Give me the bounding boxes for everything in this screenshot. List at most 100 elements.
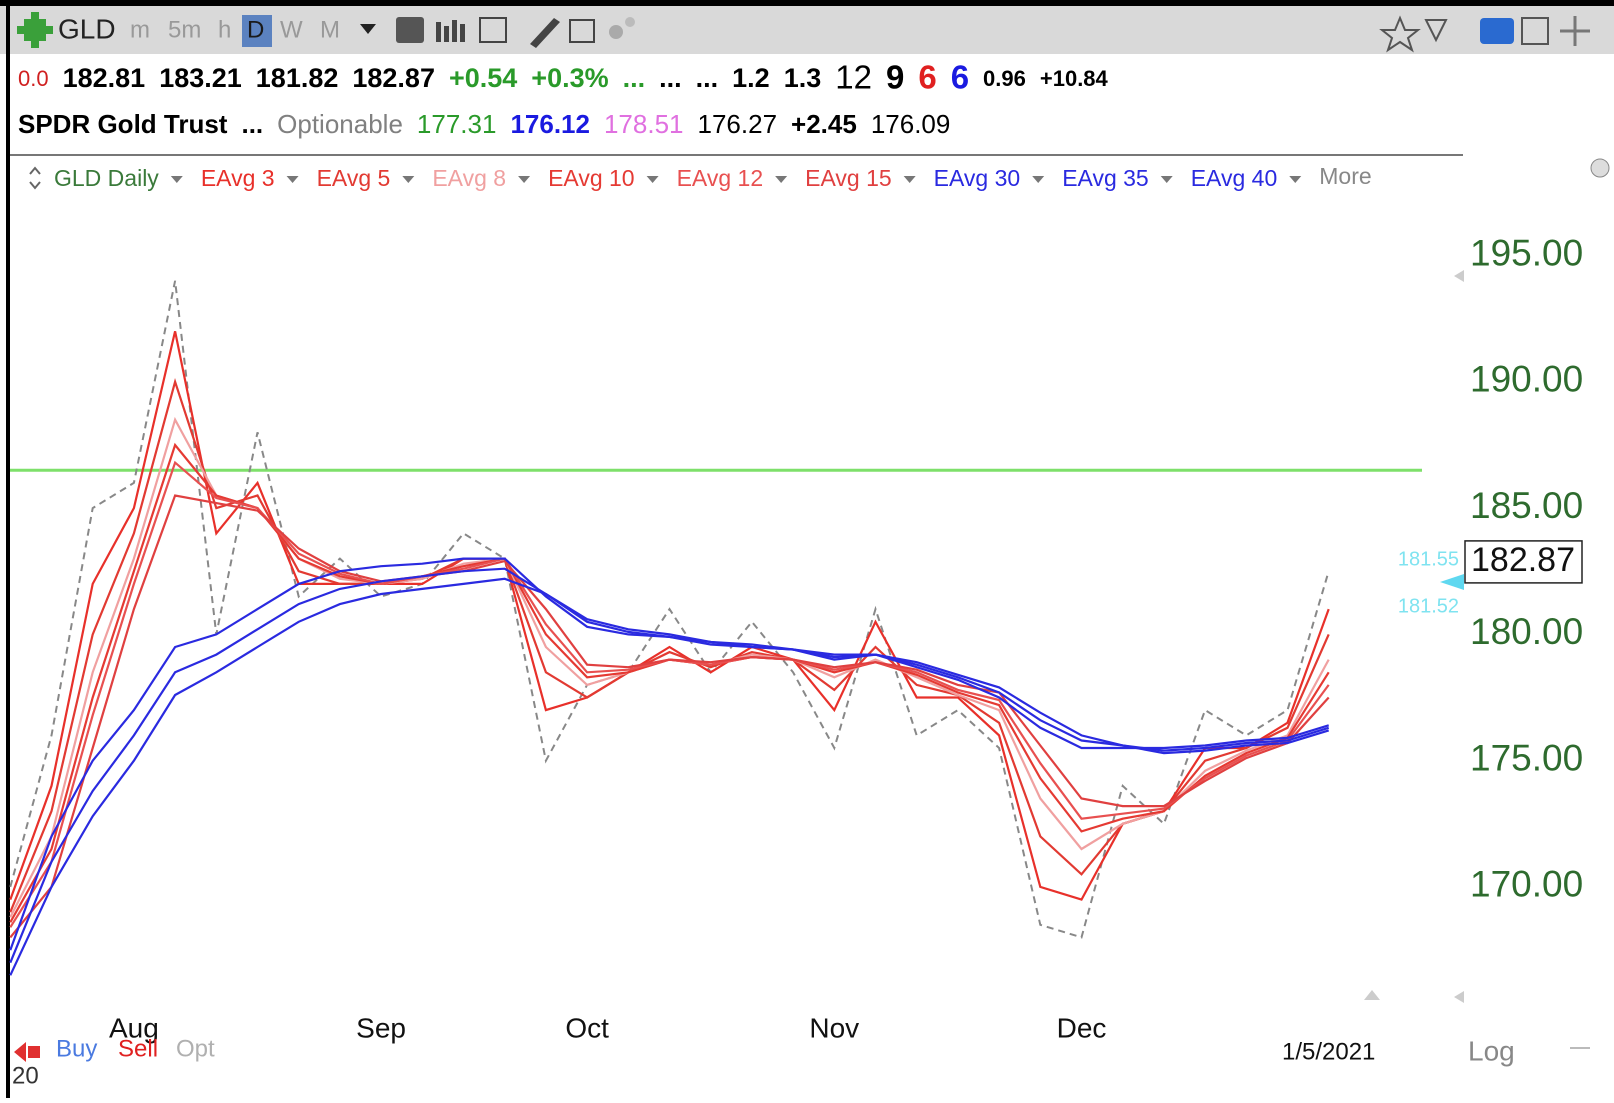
star-icon[interactable]	[1379, 15, 1421, 53]
y-tick-label: 190.00	[1470, 359, 1583, 400]
quote-field: 176.12	[510, 109, 590, 139]
dropdown-arrow[interactable]	[1160, 176, 1173, 183]
interval-button[interactable]: h	[218, 16, 231, 43]
side-arrow	[1440, 574, 1464, 590]
y-tick-label: 185.00	[1470, 485, 1583, 526]
dots-icon[interactable]	[609, 25, 623, 39]
quote-field: ...	[623, 63, 646, 93]
quote-field: +0.54	[449, 63, 517, 93]
quote-field: Optionable	[277, 109, 403, 139]
x-tick-label: Dec	[1057, 1012, 1107, 1043]
scale-toggle[interactable]: Log	[1468, 1035, 1515, 1066]
save-icon[interactable]	[1521, 17, 1549, 45]
side-label: 181.55	[1398, 548, 1459, 570]
quote-field: +2.45	[791, 109, 857, 139]
text-icon[interactable]	[396, 17, 424, 43]
x-tick-label: Oct	[565, 1012, 609, 1043]
legend-entry[interactable]: EAvg 15	[805, 165, 892, 191]
legend-entry[interactable]: EAvg 30	[934, 165, 1021, 191]
last-price-box	[1464, 540, 1583, 584]
scroll-arrow[interactable]	[1454, 991, 1464, 1003]
x-tick-label: Sep	[356, 1012, 406, 1043]
add-icon[interactable]	[17, 12, 53, 48]
symbol[interactable]: GLD	[58, 13, 116, 44]
pencil-icon[interactable]	[530, 18, 560, 48]
quote-field: 0.0	[18, 66, 49, 91]
quote-field: 176.09	[871, 109, 951, 139]
quote-field: 182.81	[63, 63, 146, 93]
interval-button[interactable]: W	[280, 16, 303, 43]
y-tick-label: 175.00	[1470, 737, 1583, 778]
quote-field: 177.31	[417, 109, 497, 139]
interval-selected	[242, 15, 272, 47]
series-line	[9, 377, 1330, 913]
quote-field: 6	[918, 59, 936, 96]
y-tick-label: 195.00	[1470, 232, 1583, 273]
legend-entry[interactable]: EAvg 12	[677, 165, 764, 191]
legend-entry[interactable]: EAvg 40	[1191, 165, 1278, 191]
last-price-label: 182.87	[1471, 541, 1575, 579]
quote-field: 6	[951, 59, 969, 96]
series-line	[9, 577, 1330, 976]
legend-entry[interactable]: EAvg 35	[1062, 165, 1149, 191]
signal-icon	[14, 1042, 40, 1062]
pane-handle[interactable]	[29, 166, 41, 190]
dropdown-arrow[interactable]	[170, 176, 183, 183]
signal-toggle[interactable]: Sell	[118, 1035, 158, 1062]
quote-field: 12	[835, 59, 872, 96]
signal-toggle[interactable]: Buy	[56, 1035, 97, 1062]
s-icon[interactable]	[1480, 18, 1514, 44]
interval-button[interactable]: 5m	[168, 16, 201, 43]
quote-field: ...	[241, 109, 263, 139]
dropdown-arrow[interactable]	[518, 176, 531, 183]
dropdown-arrow[interactable]	[903, 176, 916, 183]
legend-entry[interactable]: EAvg 3	[201, 165, 275, 191]
dropdown-arrow[interactable]	[286, 176, 299, 183]
side-label: 181.52	[1398, 595, 1459, 617]
quote-field: +10.84	[1040, 66, 1109, 91]
bars-icon[interactable]	[436, 20, 465, 42]
more-button[interactable]: More	[1319, 163, 1371, 189]
series-line	[9, 280, 1330, 939]
dots-icon	[625, 17, 635, 27]
dropdown-arrow[interactable]	[1289, 176, 1302, 183]
quote-field: 183.21	[159, 63, 242, 93]
legend-entry[interactable]: GLD Daily	[54, 165, 159, 191]
note-icon[interactable]	[569, 19, 595, 43]
quote-field: 1.2	[732, 63, 770, 93]
quote-field: 1.3	[784, 63, 822, 93]
dropdown-arrow[interactable]	[646, 176, 659, 183]
series-line	[9, 494, 1330, 939]
filter-icon[interactable]	[1424, 19, 1448, 43]
x-tick-label: Aug	[109, 1012, 159, 1043]
legend-entry[interactable]: EAvg 5	[317, 165, 391, 191]
dropdown-icon[interactable]	[360, 24, 376, 34]
interval-button[interactable]: m	[130, 16, 150, 43]
quote-field: 176.27	[698, 109, 778, 139]
interval-button[interactable]: D	[247, 16, 264, 43]
scroll-arrow[interactable]	[1454, 270, 1464, 282]
quote-field: +0.3%	[531, 63, 608, 93]
dropdown-arrow[interactable]	[402, 176, 415, 183]
quote-field: ...	[659, 63, 682, 93]
corner-label: 20	[12, 1062, 39, 1089]
interval-button[interactable]: M	[320, 16, 340, 43]
signal-toggle[interactable]: Opt	[176, 1035, 215, 1062]
x-tick-label: Nov	[809, 1012, 859, 1043]
quote-field: 182.87	[352, 63, 435, 93]
quote-field: 9	[886, 59, 904, 96]
grid-icon[interactable]	[479, 17, 507, 43]
quote-field: 181.82	[256, 63, 339, 93]
x-tick-label: 1/5/2021	[1282, 1038, 1375, 1065]
dropdown-arrow[interactable]	[775, 176, 788, 183]
settings-icon[interactable]	[1590, 158, 1610, 178]
series-line	[9, 331, 1330, 901]
y-tick-label: 170.00	[1470, 864, 1583, 905]
move-icon[interactable]	[1560, 16, 1590, 46]
scroll-arrow[interactable]	[1364, 990, 1380, 1000]
legend-entry[interactable]: EAvg 10	[548, 165, 635, 191]
y-tick-label: 180.00	[1470, 611, 1583, 652]
dropdown-arrow[interactable]	[1032, 176, 1045, 183]
legend-entry[interactable]: EAvg 8	[432, 165, 506, 191]
